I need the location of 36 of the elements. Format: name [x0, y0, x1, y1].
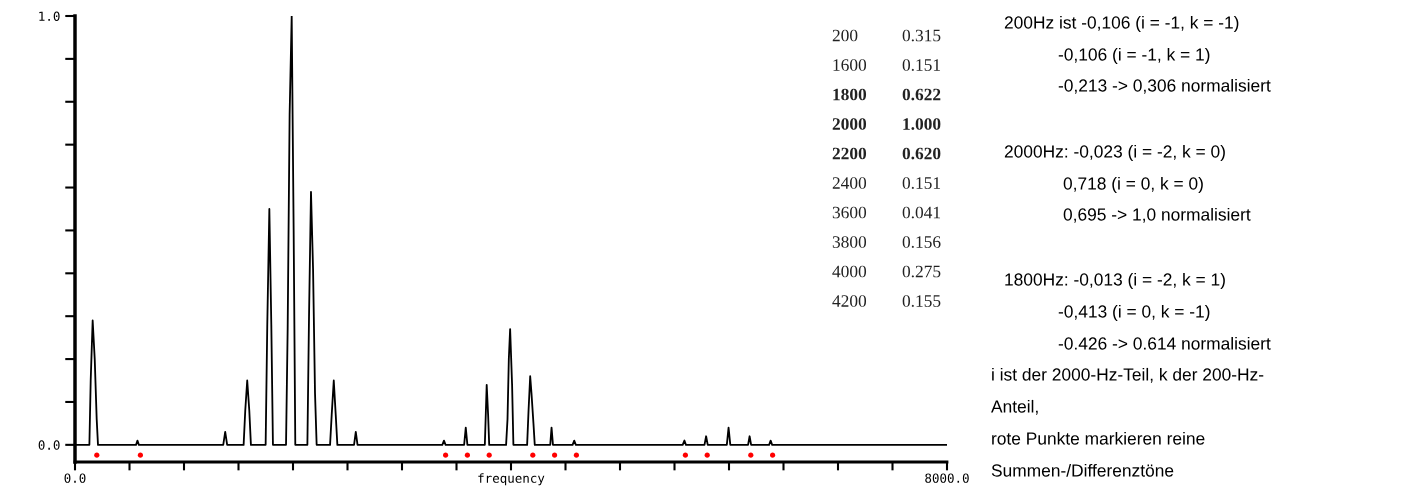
- annotation: 2000: [832, 118, 867, 130]
- annotation: 0.315: [902, 29, 941, 42]
- annotation: 0.151: [902, 59, 941, 71]
- annotation: 1800: [833, 88, 867, 101]
- text: -0.426 -> 0.614 normalisiert: [1058, 336, 1271, 350]
- annotation: 200: [832, 29, 858, 42]
- text: -0,413 (i = 0, k = -1): [1058, 304, 1210, 322]
- text: -0,106 (i = -1, k = 1): [1058, 47, 1210, 65]
- annotation: 4200: [832, 295, 867, 307]
- annotation: 1.000: [903, 118, 941, 130]
- x-axis-title: frequency: [478, 473, 545, 486]
- text: 0,695 -> 1,0 normalisiert: [1063, 207, 1251, 223]
- text: rote Punkte markieren reine: [992, 431, 1205, 445]
- text: 1800Hz: -0,013 (i = -2, k = 1): [1005, 272, 1225, 290]
- annotation: 0.151: [902, 177, 941, 189]
- annotation: 3800: [832, 236, 867, 248]
- text: i ist der 2000-Hz-Teil, k der 200-Hz-: [992, 367, 1264, 383]
- y-tick-label: 1.0: [39, 11, 60, 21]
- annotation: 0.156: [902, 236, 941, 248]
- text: Anteil,: [991, 399, 1038, 415]
- text: Summen-/Differenztöne: [991, 463, 1174, 477]
- annotation: 4000: [832, 265, 867, 278]
- annotation: 0.620: [902, 147, 941, 160]
- annotation: 2400: [832, 177, 867, 189]
- text: 200Hz ist -0,106 (i = -1, k = -1): [1004, 15, 1239, 33]
- annotation: 3600: [832, 206, 867, 219]
- annotation: 2200: [832, 147, 867, 160]
- x-tick-label: 8000.0: [925, 473, 969, 483]
- text: -0,213 -> 0,306 normalisiert: [1058, 78, 1271, 94]
- annotation: 0.041: [902, 206, 941, 219]
- text: 0,718 (i = 0, k = 0): [1063, 176, 1203, 194]
- annotation: 0.275: [902, 265, 941, 278]
- annotation: 0.155: [902, 295, 941, 307]
- text: 2000Hz: -0,023 (i = -2, k = 0): [1004, 144, 1225, 162]
- annotation: 1600: [833, 59, 867, 71]
- annotation: 0.622: [902, 88, 941, 101]
